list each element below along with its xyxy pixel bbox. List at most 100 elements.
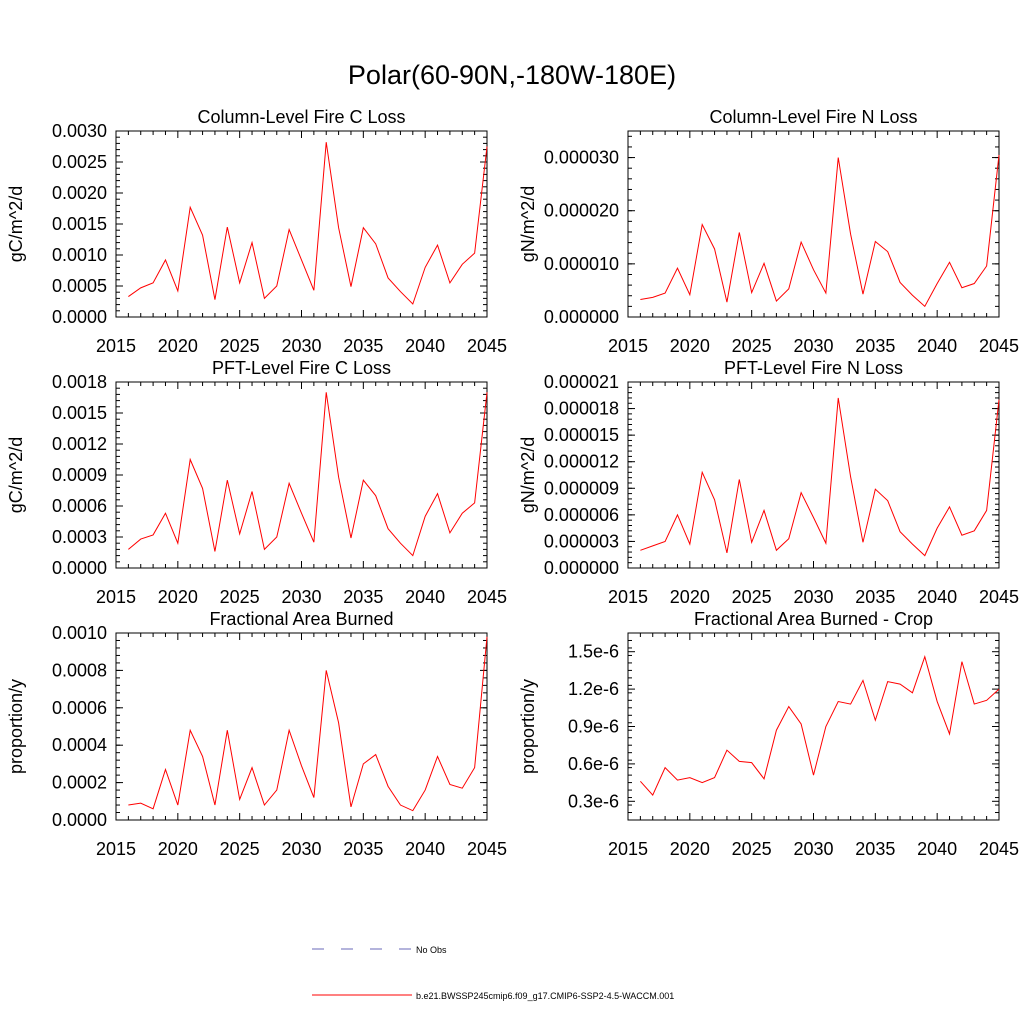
x-tick-label: 2045: [467, 587, 507, 607]
y-tick-label: 0.0006: [52, 496, 107, 516]
y-tick-label: 0.0008: [52, 660, 107, 680]
x-tick-label: 2020: [670, 336, 710, 356]
y-tick-label: 0.0018: [52, 372, 107, 392]
x-tick-label: 2030: [281, 839, 321, 859]
x-tick-label: 2020: [158, 839, 198, 859]
x-tick-label: 2020: [670, 587, 710, 607]
legend-label-model: b.e21.BWSSP245cmip6.f09_g17.CMIP6-SSP2-4…: [416, 991, 674, 1001]
x-tick-label: 2035: [343, 839, 383, 859]
y-tick-label: 0.000020: [544, 201, 619, 221]
x-tick-label: 2030: [793, 587, 833, 607]
y-tick-label: 0.000018: [544, 399, 619, 419]
x-tick-label: 2020: [158, 336, 198, 356]
legend-label-no-obs: No Obs: [416, 945, 447, 955]
y-tick-label: 0.0000: [52, 810, 107, 830]
x-tick-label: 2030: [793, 336, 833, 356]
x-tick-label: 2015: [96, 839, 136, 859]
y-tick-label: 0.0015: [52, 403, 107, 423]
panel-1: Column-Level Fire C Loss gC/m^2/d 2015 2020…: [6, 107, 507, 356]
y-tick-label: 0.0020: [52, 183, 107, 203]
y-tick-label: 0.000021: [544, 372, 619, 392]
x-tick-label: 2035: [855, 839, 895, 859]
x-tick-label: 2040: [917, 336, 957, 356]
y-axis-label: gN/m^2/d: [518, 437, 538, 513]
x-tick-label: 2030: [793, 839, 833, 859]
y-tick-label: 0.000030: [544, 148, 619, 168]
panel-title: Fractional Area Burned: [209, 609, 393, 629]
legend: No Obs b.e21.BWSSP245cmip6.f09_g17.CMIP6…: [312, 945, 674, 1001]
y-tick-label: 1.5e-6: [568, 642, 619, 662]
y-axis-label: gC/m^2/d: [6, 437, 26, 513]
x-tick-label: 2015: [96, 336, 136, 356]
x-tick-label: 2015: [608, 336, 648, 356]
x-tick-label: 2025: [732, 839, 772, 859]
y-tick-label: 0.000006: [544, 505, 619, 525]
x-tick-label: 2030: [281, 336, 321, 356]
x-tick-label: 2040: [917, 587, 957, 607]
y-tick-label: 0.0010: [52, 623, 107, 643]
series-line: [128, 636, 488, 812]
series-line: [640, 397, 1000, 557]
series-line: [639, 654, 1000, 796]
x-tick-label: 2020: [670, 839, 710, 859]
panel-6: Fractional Area Burned - Crop proportion/…: [518, 609, 1019, 859]
plot-frame: [627, 381, 1000, 569]
panel-3: PFT-Level Fire C Loss gC/m^2/d 2015 2020 202…: [6, 358, 507, 607]
y-tick-label: 0.0000: [52, 307, 107, 327]
x-tick-label: 2045: [979, 336, 1019, 356]
y-tick-label: 0.0006: [52, 698, 107, 718]
plot-frame: [115, 381, 488, 569]
x-tick-label: 2035: [855, 336, 895, 356]
x-tick-label: 2015: [608, 839, 648, 859]
x-tick-label: 2045: [467, 839, 507, 859]
y-tick-label: 0.000015: [544, 425, 619, 445]
x-tick-label: 2025: [732, 587, 772, 607]
y-tick-label: 0.0000: [52, 558, 107, 578]
x-tick-label: 2045: [979, 587, 1019, 607]
panel-title: PFT-Level Fire N Loss: [724, 358, 903, 378]
y-tick-label: 0.0002: [52, 773, 107, 793]
y-tick-label: 0.0005: [52, 276, 107, 296]
y-axis-label: proportion/y: [518, 679, 538, 774]
y-tick-label: 0.000010: [544, 254, 619, 274]
x-tick-label: 2025: [220, 587, 260, 607]
y-tick-label: 0.0015: [52, 214, 107, 234]
figure-title: Polar(60-90N,-180W-180E): [348, 60, 676, 90]
x-tick-label: 2035: [343, 336, 383, 356]
panel-title: Column-Level Fire C Loss: [197, 107, 405, 127]
y-tick-label: 0.0030: [52, 121, 107, 141]
x-tick-label: 2040: [405, 839, 445, 859]
panel-2: Column-Level Fire N Loss gN/m^2/d 2015 2020…: [518, 107, 1019, 356]
y-tick-label: 0.0004: [52, 735, 107, 755]
x-tick-label: 2025: [732, 336, 772, 356]
y-tick-label: 1.2e-6: [568, 679, 619, 699]
y-axis-label: gN/m^2/d: [518, 186, 538, 262]
plot-frame: [627, 632, 1000, 821]
x-tick-label: 2025: [220, 839, 260, 859]
x-tick-label: 2040: [405, 336, 445, 356]
y-axis-label: gC/m^2/d: [6, 186, 26, 262]
panel-title: Fractional Area Burned - Crop: [694, 609, 933, 629]
plot-frame: [115, 130, 488, 318]
y-tick-label: 0.0012: [52, 434, 107, 454]
y-tick-label: 0.9e-6: [568, 717, 619, 737]
panels: Column-Level Fire C Loss gC/m^2/d 2015 2020…: [6, 107, 1019, 859]
x-tick-label: 2040: [917, 839, 957, 859]
x-tick-label: 2025: [220, 336, 260, 356]
x-tick-label: 2015: [608, 587, 648, 607]
x-tick-label: 2035: [343, 587, 383, 607]
series-line: [640, 154, 1000, 308]
y-tick-label: 0.000012: [544, 452, 619, 472]
y-tick-label: 0.000003: [544, 531, 619, 551]
y-tick-label: 0.000000: [544, 558, 619, 578]
y-tick-label: 0.000000: [544, 307, 619, 327]
y-tick-label: 0.0003: [52, 527, 107, 547]
panel-title: Column-Level Fire N Loss: [709, 107, 917, 127]
y-tick-label: 0.0010: [52, 245, 107, 265]
plot-frame: [627, 130, 1000, 318]
x-tick-label: 2045: [979, 839, 1019, 859]
y-tick-label: 0.3e-6: [568, 791, 619, 811]
x-tick-label: 2035: [855, 587, 895, 607]
series-line: [128, 392, 488, 557]
